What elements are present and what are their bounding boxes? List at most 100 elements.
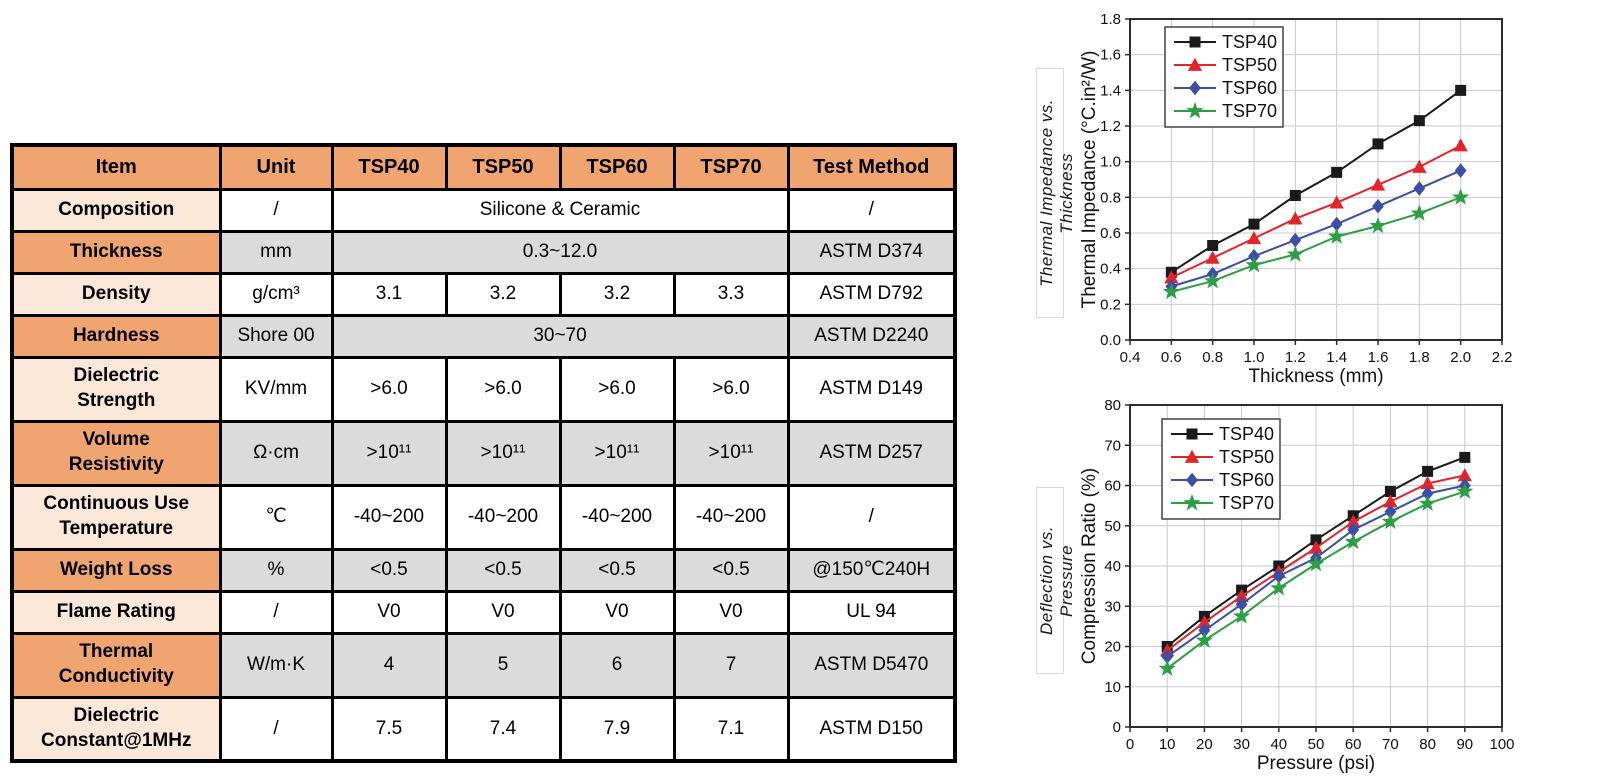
item-cell: Volume Resistivity — [10, 419, 222, 487]
y-tick-label: 40 — [1104, 558, 1121, 575]
data-point-TSP40 — [1455, 84, 1467, 96]
value-cell-tsp40: <0.5 — [330, 547, 448, 593]
legend-marker-TSP50 — [1187, 57, 1203, 71]
data-point-TSP70 — [1328, 227, 1346, 244]
data-point-TSP50 — [1205, 250, 1220, 264]
x-tick-label: 20 — [1196, 736, 1213, 753]
value-cell-tsp70: <0.5 — [672, 547, 790, 593]
legend-label-TSP50: TSP50 — [1219, 447, 1274, 467]
value-cell-tsp50: 7.4 — [444, 695, 562, 763]
x-axis-title: Pressure (psi) — [1257, 753, 1375, 774]
item-cell: Continuous Use Temperature — [10, 483, 222, 551]
data-point-TSP50 — [1453, 138, 1468, 152]
data-point-TSP70 — [1381, 512, 1399, 529]
legend-marker-TSP60 — [1189, 80, 1201, 96]
data-point-TSP70 — [1286, 245, 1304, 262]
table-row: Density g/cm³ 3.1 3.2 3.2 3.3 ASTM D792 — [10, 271, 957, 317]
value-cell-tsp50: 3.2 — [444, 271, 562, 317]
x-tick-label: 2.2 — [1492, 349, 1513, 366]
y-axis-title: Thermal Impedance (°C.in²/W) — [1079, 51, 1100, 309]
x-tick-label: 1.2 — [1285, 349, 1306, 366]
table-row: Composition / Silicone & Ceramic / — [10, 187, 957, 233]
x-tick-label: 1.6 — [1368, 349, 1389, 366]
legend-marker-TSP40 — [1186, 428, 1198, 440]
legend-label-TSP70: TSP70 — [1222, 101, 1277, 121]
unit-cell: / — [218, 589, 334, 635]
data-point-TSP70 — [1162, 282, 1180, 300]
col-header-tsp70: TSP70 — [672, 143, 790, 191]
data-point-TSP70 — [1307, 555, 1325, 572]
unit-cell: mm — [218, 229, 334, 275]
data-point-TSP70 — [1419, 494, 1437, 511]
test-method-cell: ASTM D374 — [786, 229, 957, 275]
y-tick-label: 0.0 — [1100, 332, 1121, 349]
value-cell-tsp50: -40~200 — [444, 483, 562, 551]
header-row: Item Unit TSP40 TSP50 TSP60 TSP70 Test M… — [10, 143, 957, 191]
data-point-TSP50 — [1412, 159, 1427, 173]
table-row: Weight Loss% <0.5 <0.5 <0.5 <0.5 @150℃240H — [10, 547, 957, 593]
value-cell-tsp60: 7.9 — [558, 695, 676, 763]
value-cell-tsp70: 7.1 — [672, 695, 790, 763]
unit-cell: % — [218, 547, 334, 593]
data-point-TSP70 — [1344, 532, 1362, 550]
x-tick-label: 60 — [1345, 736, 1362, 753]
col-header-tsp40: TSP40 — [330, 143, 448, 191]
x-tick-label: 0 — [1126, 736, 1134, 753]
col-header-item: Item — [10, 143, 222, 191]
table-row: Volume Resistivity Ω·cm >10¹¹ >10¹¹ >10¹¹ >10… — [10, 419, 957, 487]
x-tick-label: 0.6 — [1161, 349, 1182, 366]
thermal-impedance-chart: 0.4 0.6 0.8 1.0 1.2 1.4 1.6 1.8 2.0 2.2 0.0 0.2 0.4 0… — [1079, 11, 1513, 387]
item-cell: Thickness — [10, 229, 222, 275]
value-cell-tsp40: 3.1 — [330, 271, 448, 317]
value-cell-tsp40: -40~200 — [330, 483, 448, 551]
legend-marker-TSP70 — [1186, 102, 1204, 119]
test-method-cell: ASTM D150 — [786, 695, 957, 763]
legend-marker-TSP50 — [1184, 449, 1200, 463]
series-line-TSP60 — [1171, 169, 1462, 288]
value-cell-tsp40: 7.5 — [330, 695, 448, 763]
value-cell-tsp70: 7 — [672, 631, 790, 699]
y-tick-label: 10 — [1104, 679, 1121, 696]
value-cell-tsp60: 6 — [558, 631, 676, 699]
value-cell-merged: Silicone & Ceramic — [330, 187, 790, 233]
test-method-cell: @150℃240H — [786, 547, 957, 593]
table-row: Continuous Use Temperature ℃ -40~200 -40~20… — [10, 483, 957, 551]
table-row: Dielectric Constant@1MHz/7.5 7.4 7.9 7.1 AST… — [10, 695, 957, 763]
test-method-cell: UL 94 — [786, 589, 957, 635]
unit-cell: / — [218, 695, 334, 763]
y-tick-label: 20 — [1104, 639, 1121, 656]
legend-marker-TSP70 — [1183, 494, 1201, 511]
data-point-TSP70 — [1233, 607, 1251, 624]
plot-frame — [1129, 18, 1503, 341]
data-point-TSP70 — [1195, 631, 1213, 648]
value-cell-tsp40: >10¹¹ — [330, 419, 448, 487]
unit-cell: g/cm³ — [218, 271, 334, 317]
item-cell: Hardness — [10, 313, 222, 359]
y-tick-label: 1.6 — [1100, 47, 1121, 64]
x-tick-label: 50 — [1308, 736, 1325, 753]
col-header-tsp60: TSP60 — [558, 143, 676, 191]
data-point-TSP40 — [1207, 239, 1219, 251]
data-point-TSP70 — [1245, 256, 1263, 273]
value-cell-tsp50: >10¹¹ — [444, 419, 562, 487]
x-tick-label: 40 — [1270, 736, 1287, 753]
value-cell-tsp50: >6.0 — [444, 355, 562, 423]
y-tick-label: 0.8 — [1100, 189, 1121, 206]
table-row: Thickness mm 0.3~12.0 ASTM D374 — [10, 229, 957, 275]
value-cell-tsp50: V0 — [444, 589, 562, 635]
x-tick-label: 1.0 — [1244, 349, 1265, 366]
data-point-TSP70 — [1369, 216, 1387, 234]
col-header-tsp50: TSP50 — [444, 143, 562, 191]
value-cell-tsp50: <0.5 — [444, 547, 562, 593]
x-tick-label: 100 — [1489, 736, 1514, 753]
y-tick-label: 1.0 — [1100, 154, 1121, 171]
data-point-TSP60 — [1454, 163, 1467, 178]
data-point-TSP40 — [1459, 451, 1471, 463]
x-tick-label: 2.0 — [1450, 349, 1471, 366]
data-point-TSP70 — [1270, 579, 1288, 596]
x-tick-label: 0.8 — [1202, 349, 1223, 366]
data-point-TSP40 — [1248, 218, 1260, 230]
x-tick-label: 1.8 — [1409, 349, 1430, 366]
data-point-TSP60 — [1372, 198, 1384, 214]
test-method-cell: / — [786, 483, 957, 551]
